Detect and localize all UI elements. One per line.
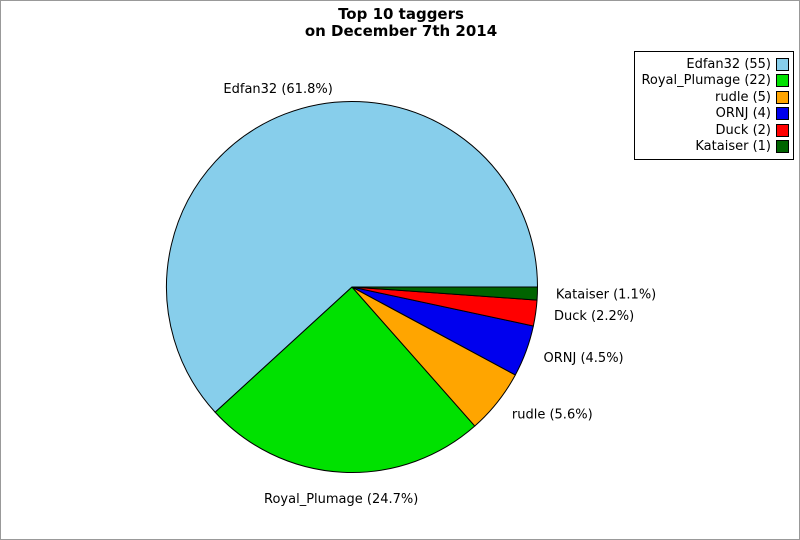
chart-title-line1: Top 10 taggers xyxy=(338,5,464,23)
legend-label: Royal_Plumage (22) xyxy=(641,73,771,89)
chart-title: Top 10 taggers on December 7th 2014 xyxy=(1,5,799,40)
legend-item-Royal_Plumage: Royal_Plumage (22) xyxy=(637,73,789,90)
slice-label-ORNJ: ORNJ (4.5%) xyxy=(544,351,624,366)
legend-label: ORNJ (4) xyxy=(715,106,771,122)
legend-item-ORNJ: ORNJ (4) xyxy=(637,106,789,123)
legend-item-Kataiser: Kataiser (1) xyxy=(637,139,789,156)
legend-swatch-rudle xyxy=(776,90,789,104)
legend-swatch-Duck xyxy=(776,123,789,137)
slice-label-Kataiser: Kataiser (1.1%) xyxy=(556,288,656,303)
legend-item-rudle: rudle (5) xyxy=(637,89,789,106)
legend-swatch-ORNJ xyxy=(776,107,789,121)
legend-label: Edfan32 (55) xyxy=(686,56,771,72)
legend-label: Kataiser (1) xyxy=(695,139,771,155)
legend-item-Edfan32: Edfan32 (55) xyxy=(637,56,789,73)
pie-slice-Royal_Plumage xyxy=(214,286,476,473)
pie-slice-Edfan32 xyxy=(166,101,538,413)
chart-title-line2: on December 7th 2014 xyxy=(304,22,498,40)
legend-swatch-Edfan32 xyxy=(776,57,789,71)
slice-label-Edfan32: Edfan32 (61.8%) xyxy=(223,82,332,97)
legend-swatch-Kataiser xyxy=(776,140,789,154)
slice-label-Duck: Duck (2.2%) xyxy=(554,309,634,324)
legend-swatch-Royal_Plumage xyxy=(776,74,789,88)
legend-label: Duck (2) xyxy=(715,122,771,138)
slice-label-Royal_Plumage: Royal_Plumage (24.7%) xyxy=(264,492,418,507)
slice-label-rudle: rudle (5.6%) xyxy=(512,407,593,422)
legend-item-Duck: Duck (2) xyxy=(637,122,789,139)
legend-box: Edfan32 (55) Royal_Plumage (22) rudle (5) O… xyxy=(634,51,794,160)
legend-label: rudle (5) xyxy=(715,89,771,105)
pie-slice-Kataiser xyxy=(351,286,539,301)
